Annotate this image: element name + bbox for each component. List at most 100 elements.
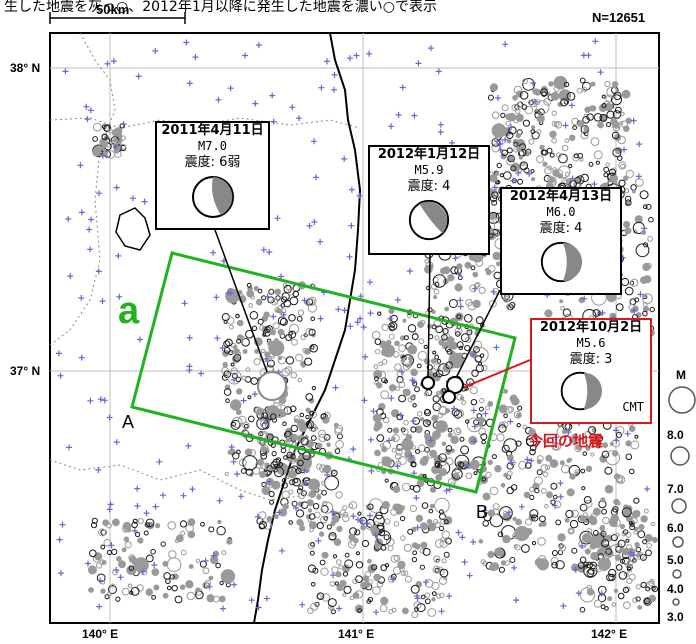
quake-marker bbox=[436, 421, 447, 432]
legend-title: M bbox=[676, 368, 686, 382]
quake-marker bbox=[614, 589, 617, 592]
quake-marker bbox=[408, 345, 417, 354]
lat-label-37: 37° N bbox=[10, 364, 40, 378]
lon-label-140: 140° E bbox=[82, 627, 118, 641]
quake-marker bbox=[231, 400, 241, 410]
quake-marker bbox=[519, 156, 522, 159]
quake-marker bbox=[642, 231, 646, 235]
quake-marker bbox=[101, 589, 105, 593]
quake-marker bbox=[292, 434, 298, 440]
quake-marker bbox=[578, 121, 584, 127]
quake-marker bbox=[138, 538, 143, 543]
quake-marker bbox=[270, 329, 275, 334]
quake-marker bbox=[513, 517, 516, 520]
quake-marker bbox=[322, 552, 328, 558]
quake-marker bbox=[415, 544, 420, 549]
quake-marker bbox=[469, 436, 477, 444]
quake-marker bbox=[624, 176, 628, 180]
quake-marker bbox=[478, 417, 484, 423]
quake-marker bbox=[550, 460, 558, 468]
quake-marker bbox=[641, 516, 647, 522]
quake-marker bbox=[504, 538, 508, 542]
quake-marker bbox=[309, 491, 316, 498]
quake-marker bbox=[368, 559, 372, 563]
quake-marker bbox=[532, 126, 535, 129]
quake-marker bbox=[545, 310, 552, 317]
quake-marker bbox=[411, 369, 418, 376]
quake-marker bbox=[319, 532, 323, 536]
quake-marker bbox=[207, 595, 214, 602]
quake-marker bbox=[629, 426, 635, 432]
quake-marker bbox=[614, 474, 619, 479]
event-intensity: 震度: 6弱 bbox=[157, 154, 268, 171]
quake-marker bbox=[535, 89, 541, 95]
quake-marker bbox=[483, 493, 490, 500]
quake-marker bbox=[646, 600, 649, 603]
focal-mechanism-icon bbox=[538, 239, 584, 285]
quake-marker bbox=[327, 443, 331, 447]
quake-marker bbox=[361, 525, 366, 530]
quake-marker bbox=[336, 572, 341, 577]
quake-marker bbox=[622, 90, 630, 98]
quake-marker bbox=[550, 131, 556, 137]
quake-marker bbox=[323, 417, 330, 424]
lon-label-142: 142° E bbox=[591, 627, 627, 641]
point-a-label: A bbox=[122, 412, 134, 433]
quake-marker bbox=[389, 385, 395, 391]
quake-marker bbox=[567, 459, 571, 463]
quake-marker bbox=[516, 114, 523, 121]
quake-marker bbox=[465, 262, 471, 268]
quake-marker bbox=[431, 359, 436, 364]
quake-marker bbox=[254, 286, 258, 290]
quake-marker bbox=[524, 492, 530, 498]
quake-marker bbox=[501, 154, 506, 159]
event-count: N=12651 bbox=[592, 10, 645, 25]
quake-marker bbox=[425, 265, 433, 273]
quake-marker bbox=[620, 524, 624, 528]
quake-marker bbox=[455, 284, 462, 291]
quake-marker bbox=[504, 473, 508, 477]
quake-marker bbox=[488, 551, 494, 557]
quake-marker bbox=[401, 359, 405, 363]
quake-marker bbox=[590, 544, 596, 550]
quake-marker bbox=[639, 525, 644, 530]
quake-marker bbox=[442, 442, 446, 446]
quake-marker bbox=[570, 474, 575, 479]
legend-label-5: 5.0 bbox=[667, 553, 684, 567]
quake-marker bbox=[643, 263, 650, 270]
quake-marker bbox=[317, 443, 322, 448]
quake-marker bbox=[267, 517, 272, 522]
quake-marker bbox=[515, 526, 529, 540]
event-intensity: 震度: 4 bbox=[370, 178, 488, 195]
quake-marker bbox=[451, 436, 458, 443]
quake-marker bbox=[308, 479, 319, 490]
lon-label-141: 141° E bbox=[338, 627, 374, 641]
quake-marker bbox=[558, 174, 563, 179]
quake-marker bbox=[114, 148, 119, 153]
quake-marker bbox=[297, 519, 303, 525]
quake-marker bbox=[421, 542, 427, 548]
quake-marker bbox=[221, 570, 234, 583]
quake-marker bbox=[420, 458, 427, 465]
quake-marker bbox=[402, 439, 413, 450]
quake-marker bbox=[605, 485, 613, 493]
quake-marker bbox=[620, 548, 624, 552]
event-callout-2012-04-13: 2012年4月13日 M6.0 震度: 4 bbox=[500, 187, 622, 295]
quake-marker bbox=[332, 515, 339, 522]
quake-marker bbox=[644, 276, 651, 283]
quake-marker bbox=[490, 564, 497, 571]
current-event-label: 今回の地震 bbox=[528, 430, 603, 451]
quake-marker bbox=[560, 461, 564, 465]
event-callout-2011-04-11: 2011年4月11日 M7.0 震度: 6弱 bbox=[155, 121, 270, 230]
quake-marker bbox=[430, 504, 434, 508]
quake-marker bbox=[547, 492, 553, 498]
quake-marker bbox=[363, 576, 368, 581]
quake-marker bbox=[551, 92, 559, 100]
quake-marker bbox=[516, 133, 520, 137]
quake-marker bbox=[218, 520, 221, 523]
quake-marker bbox=[488, 510, 494, 516]
quake-marker bbox=[113, 519, 120, 526]
quake-marker bbox=[180, 585, 185, 590]
quake-marker bbox=[612, 82, 617, 87]
quake-marker bbox=[223, 362, 228, 367]
